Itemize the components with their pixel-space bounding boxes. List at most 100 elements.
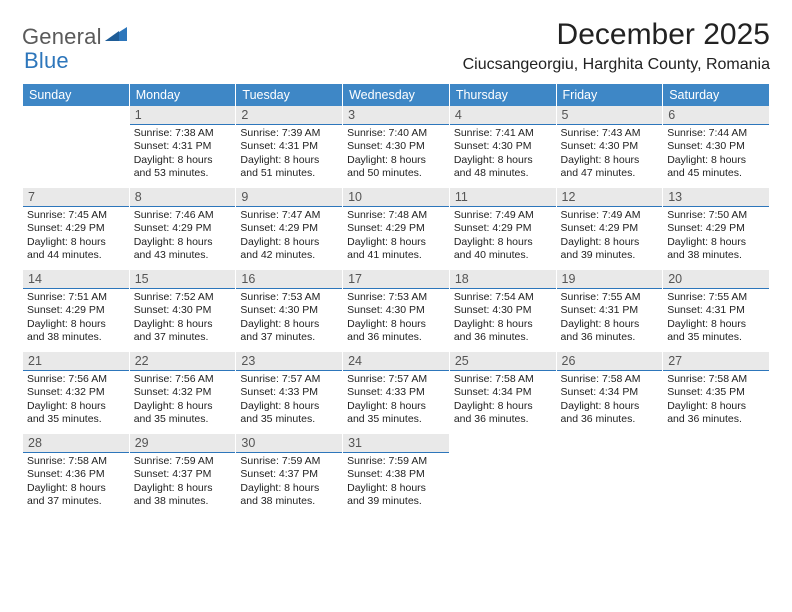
day-detail-line: and 36 minutes. xyxy=(347,331,445,344)
day-detail-line: Sunrise: 7:44 AM xyxy=(667,127,765,140)
weekday-header: Wednesday xyxy=(343,84,449,106)
day-number: 8 xyxy=(130,188,236,207)
calendar-body: 1Sunrise: 7:38 AMSunset: 4:31 PMDaylight… xyxy=(23,106,769,516)
calendar-week-row: 14Sunrise: 7:51 AMSunset: 4:29 PMDayligh… xyxy=(23,270,769,352)
day-detail-line: and 41 minutes. xyxy=(347,249,445,262)
day-details: Sunrise: 7:43 AMSunset: 4:30 PMDaylight:… xyxy=(557,125,663,185)
day-detail-line: Daylight: 8 hours xyxy=(134,482,232,495)
day-detail-line: Sunrise: 7:58 AM xyxy=(561,373,659,386)
day-detail-line: Sunset: 4:30 PM xyxy=(240,304,338,317)
day-number: 11 xyxy=(450,188,556,207)
day-detail-line: and 53 minutes. xyxy=(134,167,232,180)
day-detail-line: Daylight: 8 hours xyxy=(454,236,552,249)
day-details: Sunrise: 7:54 AMSunset: 4:30 PMDaylight:… xyxy=(450,289,556,349)
day-detail-line: and 43 minutes. xyxy=(134,249,232,262)
calendar-day-cell: 5Sunrise: 7:43 AMSunset: 4:30 PMDaylight… xyxy=(557,106,663,188)
day-detail-line: Daylight: 8 hours xyxy=(347,482,445,495)
day-number: 16 xyxy=(236,270,342,289)
calendar-day-cell: 4Sunrise: 7:41 AMSunset: 4:30 PMDaylight… xyxy=(450,106,556,188)
calendar-day-cell: 8Sunrise: 7:46 AMSunset: 4:29 PMDaylight… xyxy=(130,188,236,270)
day-detail-line: Daylight: 8 hours xyxy=(667,236,765,249)
day-details: Sunrise: 7:59 AMSunset: 4:38 PMDaylight:… xyxy=(343,453,449,513)
calendar-page: General December 2025 Ciucsangeorgiu, Ha… xyxy=(0,0,792,516)
calendar-day-cell: 23Sunrise: 7:57 AMSunset: 4:33 PMDayligh… xyxy=(236,352,342,434)
day-number: 10 xyxy=(343,188,449,207)
day-detail-line: Sunset: 4:30 PM xyxy=(667,140,765,153)
day-number: 2 xyxy=(236,106,342,125)
day-details: Sunrise: 7:39 AMSunset: 4:31 PMDaylight:… xyxy=(236,125,342,185)
day-detail-line: Sunrise: 7:48 AM xyxy=(347,209,445,222)
calendar-day-cell: 10Sunrise: 7:48 AMSunset: 4:29 PMDayligh… xyxy=(343,188,449,270)
calendar-day-cell: 28Sunrise: 7:58 AMSunset: 4:36 PMDayligh… xyxy=(23,434,129,516)
day-number: 7 xyxy=(23,188,129,207)
day-detail-line: and 37 minutes. xyxy=(240,331,338,344)
logo-triangle-icon xyxy=(105,25,127,46)
day-detail-line: Daylight: 8 hours xyxy=(27,482,125,495)
calendar-day-cell: 30Sunrise: 7:59 AMSunset: 4:37 PMDayligh… xyxy=(236,434,342,516)
weekday-header: Saturday xyxy=(663,84,769,106)
day-detail-line: Daylight: 8 hours xyxy=(27,400,125,413)
day-detail-line: Sunrise: 7:39 AM xyxy=(240,127,338,140)
day-number: 17 xyxy=(343,270,449,289)
day-number: 18 xyxy=(450,270,556,289)
calendar-day-cell: 24Sunrise: 7:57 AMSunset: 4:33 PMDayligh… xyxy=(343,352,449,434)
day-detail-line: Sunset: 4:31 PM xyxy=(561,304,659,317)
calendar-day-cell xyxy=(663,434,769,516)
day-number: 24 xyxy=(343,352,449,371)
day-detail-line: Sunrise: 7:54 AM xyxy=(454,291,552,304)
day-detail-line: Sunset: 4:37 PM xyxy=(134,468,232,481)
day-number: 19 xyxy=(557,270,663,289)
day-detail-line: and 42 minutes. xyxy=(240,249,338,262)
day-detail-line: and 37 minutes. xyxy=(27,495,125,508)
day-number: 4 xyxy=(450,106,556,125)
day-details: Sunrise: 7:59 AMSunset: 4:37 PMDaylight:… xyxy=(236,453,342,513)
day-detail-line: Sunrise: 7:52 AM xyxy=(134,291,232,304)
day-details: Sunrise: 7:49 AMSunset: 4:29 PMDaylight:… xyxy=(557,207,663,267)
day-number: 27 xyxy=(663,352,769,371)
calendar-day-cell: 14Sunrise: 7:51 AMSunset: 4:29 PMDayligh… xyxy=(23,270,129,352)
day-number: 23 xyxy=(236,352,342,371)
weekday-header: Friday xyxy=(557,84,663,106)
calendar-week-row: 1Sunrise: 7:38 AMSunset: 4:31 PMDaylight… xyxy=(23,106,769,188)
calendar-day-cell xyxy=(557,434,663,516)
calendar-week-row: 21Sunrise: 7:56 AMSunset: 4:32 PMDayligh… xyxy=(23,352,769,434)
day-number: 28 xyxy=(23,434,129,453)
day-detail-line: Sunrise: 7:56 AM xyxy=(134,373,232,386)
day-details: Sunrise: 7:57 AMSunset: 4:33 PMDaylight:… xyxy=(236,371,342,431)
day-detail-line: Sunset: 4:29 PM xyxy=(134,222,232,235)
day-detail-line: Sunset: 4:30 PM xyxy=(454,140,552,153)
day-detail-line: Sunrise: 7:59 AM xyxy=(240,455,338,468)
calendar-day-cell: 6Sunrise: 7:44 AMSunset: 4:30 PMDaylight… xyxy=(663,106,769,188)
day-detail-line: Sunrise: 7:58 AM xyxy=(454,373,552,386)
day-number: 12 xyxy=(557,188,663,207)
day-detail-line: and 38 minutes. xyxy=(134,495,232,508)
calendar-table: Sunday Monday Tuesday Wednesday Thursday… xyxy=(22,84,770,516)
day-detail-line: Sunset: 4:29 PM xyxy=(454,222,552,235)
day-detail-line: and 40 minutes. xyxy=(454,249,552,262)
day-details: Sunrise: 7:49 AMSunset: 4:29 PMDaylight:… xyxy=(450,207,556,267)
day-details: Sunrise: 7:38 AMSunset: 4:31 PMDaylight:… xyxy=(130,125,236,185)
page-header: General December 2025 Ciucsangeorgiu, Ha… xyxy=(22,18,770,74)
calendar-day-cell xyxy=(450,434,556,516)
day-detail-line: and 50 minutes. xyxy=(347,167,445,180)
calendar-day-cell: 20Sunrise: 7:55 AMSunset: 4:31 PMDayligh… xyxy=(663,270,769,352)
calendar-day-cell: 18Sunrise: 7:54 AMSunset: 4:30 PMDayligh… xyxy=(450,270,556,352)
day-detail-line: Daylight: 8 hours xyxy=(240,318,338,331)
day-detail-line: Sunset: 4:30 PM xyxy=(134,304,232,317)
day-detail-line: Sunset: 4:30 PM xyxy=(347,304,445,317)
day-detail-line: and 35 minutes. xyxy=(667,331,765,344)
day-detail-line: Daylight: 8 hours xyxy=(561,400,659,413)
calendar-header-row: Sunday Monday Tuesday Wednesday Thursday… xyxy=(23,84,769,106)
day-detail-line: Sunrise: 7:53 AM xyxy=(240,291,338,304)
weekday-header: Monday xyxy=(130,84,236,106)
day-number: 25 xyxy=(450,352,556,371)
day-details: Sunrise: 7:40 AMSunset: 4:30 PMDaylight:… xyxy=(343,125,449,185)
calendar-day-cell: 16 Sunrise: 7:53 AMSunset: 4:30 PMDayligh… xyxy=(236,270,342,352)
day-detail-line: and 35 minutes. xyxy=(347,413,445,426)
day-detail-line: Daylight: 8 hours xyxy=(347,236,445,249)
calendar-day-cell: 26Sunrise: 7:58 AMSunset: 4:34 PMDayligh… xyxy=(557,352,663,434)
day-detail-line: and 36 minutes. xyxy=(667,413,765,426)
day-detail-line: and 39 minutes. xyxy=(347,495,445,508)
day-detail-line: Daylight: 8 hours xyxy=(347,154,445,167)
day-number: 29 xyxy=(130,434,236,453)
